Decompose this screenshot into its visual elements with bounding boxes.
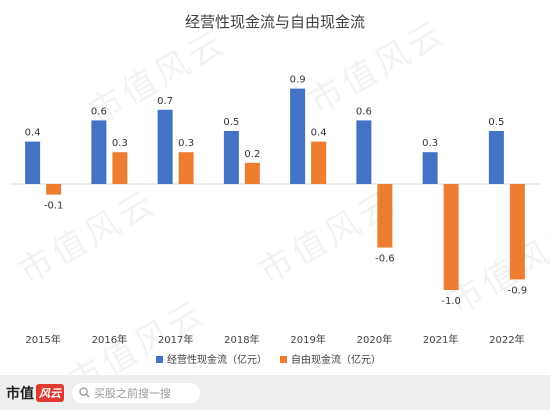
data-label: 0.3: [178, 138, 194, 149]
bar-chart: 经营性现金流与自由现金流 0.4 -0.1 2015年 0.6 0.3 2016年 0.7 0.…: [10, 13, 540, 366]
x-tick-label: 2015年: [25, 333, 60, 346]
x-tick-label: 2018年: [224, 333, 259, 346]
legend-swatch: [156, 356, 163, 363]
legend-label: 经营性现金流（亿元）: [167, 353, 267, 366]
bar-free-5: [377, 184, 393, 248]
data-label: 0.4: [311, 128, 327, 139]
bar-operating-1: [91, 120, 107, 184]
x-tick-label: 2022年: [489, 333, 524, 346]
data-label: -0.9: [508, 285, 528, 296]
bar-operating-3: [223, 131, 239, 184]
bar-free-1: [112, 152, 128, 184]
search-box[interactable]: 买股之前搜一搜: [72, 382, 200, 403]
data-label: 0.5: [223, 117, 239, 128]
x-tick-label: 2021年: [423, 333, 458, 346]
bar-operating-2: [157, 109, 173, 184]
data-label: 0.5: [488, 117, 504, 128]
footer-bar: 市值 风云 买股之前搜一搜: [0, 375, 550, 410]
bar-operating-6: [422, 152, 438, 184]
legend-swatch: [280, 356, 287, 363]
bar-free-7: [509, 184, 525, 280]
x-tick-label: 2016年: [92, 333, 127, 346]
data-label: -1.0: [441, 296, 461, 307]
data-label: 0.6: [91, 106, 107, 117]
search-placeholder: 买股之前搜一搜: [94, 386, 171, 400]
x-tick-label: 2020年: [357, 333, 392, 346]
brand-logo[interactable]: 市值 风云: [6, 383, 64, 403]
bar-free-3: [244, 162, 260, 184]
bar-operating-7: [488, 131, 504, 184]
legend-label: 自由现金流（亿元）: [291, 353, 381, 366]
bar-operating-0: [25, 141, 41, 184]
data-label: 0.9: [290, 75, 306, 86]
data-label: -0.1: [44, 201, 64, 212]
bar-free-2: [178, 152, 194, 184]
logo-badge: 风云: [36, 383, 64, 402]
logo-text: 市值: [6, 385, 34, 402]
bar-operating-4: [290, 88, 306, 184]
data-label: 0.7: [157, 96, 173, 107]
data-label: 0.3: [112, 138, 128, 149]
data-label: 0.3: [422, 138, 438, 149]
bar-free-6: [443, 184, 459, 290]
x-tick-label: 2019年: [290, 333, 325, 346]
bar-operating-5: [356, 120, 372, 184]
bar-free-4: [311, 141, 327, 184]
search-icon: [79, 387, 90, 398]
data-label: 0.4: [25, 128, 41, 139]
chart-area: 市值风云 市值风云 市值风云 市值风云 市值风云 市值风云 经营性现金流与自由现…: [10, 12, 550, 403]
data-label: 0.2: [244, 149, 260, 160]
x-tick-label: 2017年: [158, 333, 193, 346]
chart-title: 经营性现金流与自由现金流: [185, 13, 365, 31]
data-label: 0.6: [356, 106, 372, 117]
bar-free-0: [46, 184, 62, 195]
data-label: -0.6: [375, 254, 395, 265]
